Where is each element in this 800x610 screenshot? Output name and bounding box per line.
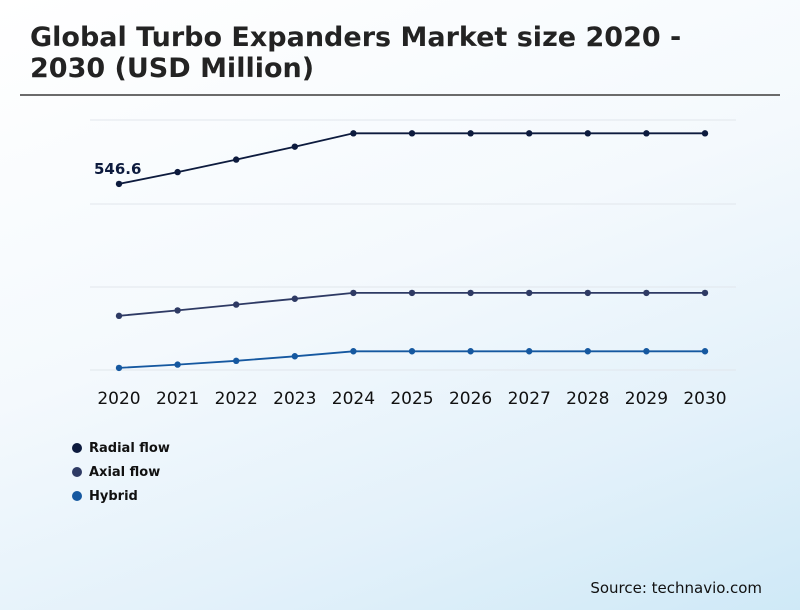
x-tick-label-2029: 2029 — [625, 389, 668, 409]
data-point-s0-2 — [233, 156, 240, 163]
data-point-s0-5 — [408, 130, 416, 137]
x-tick-label-2026: 2026 — [449, 389, 492, 409]
data-point-s1-5 — [408, 289, 416, 297]
x-tick-label-2024: 2024 — [332, 389, 375, 409]
x-tick-label-2030: 2030 — [683, 389, 726, 409]
data-point-s1-9 — [643, 289, 650, 297]
x-tick-label-2028: 2028 — [566, 389, 609, 409]
legend-marker — [72, 491, 82, 501]
data-point-s0-6 — [467, 130, 474, 137]
legend-label: Hybrid — [89, 488, 138, 504]
legend-item-2: Hybrid — [72, 484, 170, 508]
data-point-s2-6 — [467, 348, 474, 355]
x-tick-label-2020: 2020 — [97, 389, 140, 409]
data-point-s2-2 — [233, 357, 240, 365]
data-point-s1-1 — [174, 307, 181, 314]
data-point-s1-6 — [467, 289, 474, 297]
data-point-s1-3 — [291, 295, 298, 302]
data-point-s1-2 — [233, 301, 240, 308]
data-point-s1-7 — [526, 289, 533, 297]
legend-label: Radial flow — [89, 440, 170, 456]
data-point-s0-4 — [350, 130, 357, 137]
x-tick-label-2023: 2023 — [273, 389, 316, 409]
data-point-s0-1 — [174, 168, 181, 176]
data-point-s2-9 — [643, 348, 650, 355]
data-point-s0-3 — [291, 143, 298, 150]
series-line-1 — [118, 291, 705, 317]
series-line-0 — [118, 132, 705, 185]
data-point-s2-5 — [408, 348, 416, 355]
source-note: Source: technavio.com — [590, 579, 762, 597]
data-point-s2-4 — [350, 348, 357, 355]
chart-title: Global Turbo Expanders Market size 2020 … — [30, 22, 682, 84]
data-point-s1-4 — [350, 289, 357, 297]
x-tick-label-2027: 2027 — [508, 389, 551, 409]
data-point-s0-9 — [643, 130, 650, 137]
data-label-0: 546.6 — [94, 160, 141, 178]
data-point-s2-7 — [526, 348, 533, 355]
x-tick-label-2022: 2022 — [215, 389, 258, 409]
data-point-s2-8 — [584, 348, 591, 355]
chart-legend: Radial flow Axial flow Hybrid — [72, 436, 170, 508]
legend-item-1: Axial flow — [72, 460, 170, 484]
legend-marker — [72, 467, 82, 477]
line-chart: 546.6 2020 2021 2022 2023 2024 2025 2026 2027 202… — [90, 119, 736, 409]
legend-label: Axial flow — [89, 464, 161, 480]
x-tick-label-2021: 2021 — [156, 389, 199, 409]
data-point-s0-10 — [701, 130, 709, 137]
data-point-s2-1 — [174, 361, 181, 368]
data-point-s1-8 — [584, 289, 591, 297]
data-point-s2-10 — [701, 348, 709, 355]
title-divider — [20, 94, 780, 96]
data-point-s1-10 — [701, 289, 709, 297]
data-point-s2-3 — [291, 353, 298, 360]
legend-item-0: Radial flow — [72, 436, 170, 460]
data-point-s0-0 — [115, 180, 123, 188]
data-point-s1-0 — [115, 312, 123, 320]
data-point-s2-0 — [115, 364, 123, 372]
x-tick-label-2025: 2025 — [390, 389, 433, 409]
data-point-s0-7 — [526, 130, 533, 137]
data-point-s0-8 — [584, 130, 591, 137]
legend-marker — [72, 443, 82, 453]
